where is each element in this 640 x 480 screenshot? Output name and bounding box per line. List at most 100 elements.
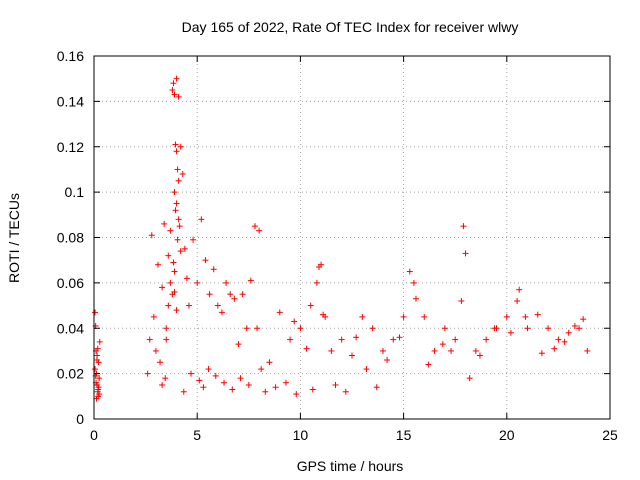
data-point bbox=[188, 370, 195, 377]
data-point bbox=[262, 388, 269, 395]
data-point bbox=[287, 336, 294, 343]
x-tick-label: 25 bbox=[602, 427, 618, 443]
data-point bbox=[410, 279, 417, 286]
data-point bbox=[176, 223, 183, 230]
data-point bbox=[229, 386, 236, 393]
data-point bbox=[171, 268, 178, 275]
data-point bbox=[458, 298, 465, 305]
x-tick-label: 20 bbox=[499, 427, 515, 443]
data-point bbox=[165, 302, 172, 309]
data-point bbox=[150, 313, 157, 320]
axis-ticks bbox=[93, 55, 611, 420]
x-tick-labels: 0 5 10 15 20 25 bbox=[90, 427, 618, 443]
x-tick-label: 0 bbox=[90, 427, 98, 443]
data-point bbox=[96, 391, 103, 398]
data-point bbox=[185, 302, 192, 309]
data-point bbox=[256, 227, 263, 234]
data-point bbox=[441, 325, 448, 332]
data-point bbox=[580, 316, 587, 323]
data-point bbox=[545, 325, 552, 332]
data-point bbox=[452, 336, 459, 343]
x-tick-label: 5 bbox=[193, 427, 201, 443]
data-point bbox=[462, 250, 469, 257]
x-tick-label: 10 bbox=[293, 427, 309, 443]
data-point bbox=[198, 216, 205, 223]
data-point bbox=[307, 302, 314, 309]
data-point bbox=[235, 341, 242, 348]
data-point bbox=[534, 311, 541, 318]
data-point bbox=[239, 291, 246, 298]
data-point bbox=[157, 359, 164, 366]
y-tick-label: 0.06 bbox=[57, 275, 84, 291]
data-point bbox=[400, 313, 407, 320]
x-axis-label: GPS time / hours bbox=[297, 458, 404, 474]
data-point bbox=[243, 325, 250, 332]
data-point bbox=[174, 236, 181, 243]
data-point bbox=[218, 309, 225, 316]
data-point bbox=[162, 375, 169, 382]
y-axis-label: ROTI / TECUs bbox=[6, 193, 22, 283]
data-point bbox=[167, 227, 174, 234]
data-point bbox=[210, 266, 217, 273]
data-point bbox=[332, 381, 339, 388]
data-point bbox=[223, 279, 230, 286]
data-point bbox=[172, 141, 179, 148]
data-point bbox=[173, 75, 180, 82]
data-point bbox=[342, 388, 349, 395]
y-tick-label: 0.12 bbox=[57, 139, 84, 155]
data-point bbox=[154, 261, 161, 268]
data-point bbox=[369, 325, 376, 332]
data-point bbox=[313, 279, 320, 286]
data-point bbox=[431, 347, 438, 354]
data-point bbox=[94, 345, 101, 352]
data-point bbox=[303, 345, 310, 352]
data-point bbox=[214, 302, 221, 309]
data-point bbox=[565, 329, 572, 336]
chart-title: Day 165 of 2022, Rate Of TEC Index for r… bbox=[182, 19, 519, 35]
data-point bbox=[96, 338, 103, 345]
data-point bbox=[231, 295, 238, 302]
data-point bbox=[92, 366, 99, 373]
data-point bbox=[359, 313, 366, 320]
data-point bbox=[179, 170, 186, 177]
data-point bbox=[266, 359, 273, 366]
data-point bbox=[373, 384, 380, 391]
data-point bbox=[172, 207, 179, 214]
data-point bbox=[272, 384, 279, 391]
data-point bbox=[190, 236, 197, 243]
data-point bbox=[95, 384, 102, 391]
data-point bbox=[483, 336, 490, 343]
data-point bbox=[171, 189, 178, 196]
data-point bbox=[152, 347, 159, 354]
data-point bbox=[206, 291, 213, 298]
data-point bbox=[200, 384, 207, 391]
data-point bbox=[212, 372, 219, 379]
data-point bbox=[309, 386, 316, 393]
y-tick-label: 0.14 bbox=[57, 93, 84, 109]
data-point bbox=[460, 223, 467, 230]
data-point bbox=[205, 366, 212, 373]
grid-lines bbox=[94, 56, 610, 419]
data-point bbox=[175, 177, 182, 184]
data-point bbox=[503, 313, 510, 320]
y-tick-label: 0.1 bbox=[65, 184, 85, 200]
data-point bbox=[202, 257, 209, 264]
data-point bbox=[161, 220, 168, 227]
y-tick-labels: 0 0.02 0.04 0.06 0.08 0.1 0.12 0.14 0.16 bbox=[57, 48, 84, 427]
data-point bbox=[507, 329, 514, 336]
data-point bbox=[291, 318, 298, 325]
data-point bbox=[412, 295, 419, 302]
data-point bbox=[177, 248, 184, 255]
data-point bbox=[320, 311, 327, 318]
data-points bbox=[92, 75, 591, 402]
data-point bbox=[170, 259, 177, 266]
x-tick-label: 15 bbox=[396, 427, 412, 443]
data-point bbox=[522, 313, 529, 320]
data-point bbox=[181, 245, 188, 252]
data-point bbox=[338, 336, 345, 343]
data-point bbox=[396, 334, 403, 341]
data-point bbox=[159, 284, 166, 291]
data-point bbox=[514, 298, 521, 305]
data-point bbox=[148, 232, 155, 239]
